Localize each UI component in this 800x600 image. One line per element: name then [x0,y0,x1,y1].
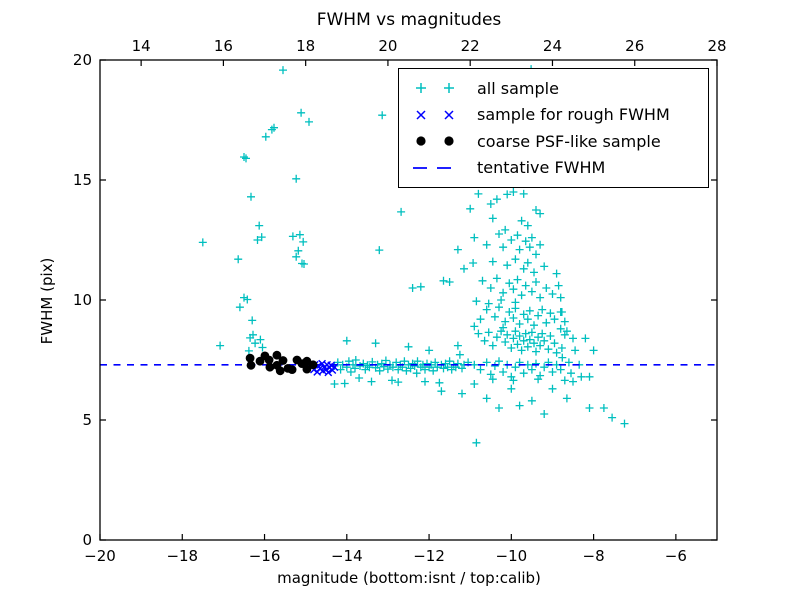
legend-label: tentative FWHM [477,158,606,178]
x-top-tick-label: 24 [543,37,562,55]
x-top-tick-label: 28 [707,37,726,55]
x-bottom-tick-label: −10 [496,547,528,565]
psf-sample-point [265,362,275,372]
psf-sample-point [287,365,297,374]
y-tick-label: 0 [82,531,92,549]
dashed-line-icon [413,166,461,169]
x-bottom-tick-label: −8 [583,547,605,565]
y-tick-label: 15 [73,171,92,189]
legend-label: coarse PSF-like sample [477,131,661,151]
psf-sample-point [272,350,282,360]
y-tick-label: 10 [73,291,92,309]
y-tick-label: 20 [73,51,92,69]
legend-label: sample for rough FWHM [477,105,670,125]
psf-sample-point [302,364,312,374]
y-tick-label: 5 [82,411,92,429]
x-top-tick-label: 14 [132,37,151,55]
psf-sample-point [278,356,288,365]
legend-item-all-sample: all sample [409,75,708,102]
x-bottom-tick-label: −6 [665,547,687,565]
psf-sample-point [275,366,285,376]
legend-label: all sample [477,78,559,98]
x-top-tick-label: 18 [296,37,315,55]
legend-item-tentative-fwhm: tentative FWHM [409,155,708,182]
psf-sample-point [246,360,256,370]
x-top-tick-label: 26 [625,37,644,55]
x-top-tick-label: 22 [461,37,480,55]
y-axis-label: FWHM (pix) [38,257,56,345]
x-top-tick-label: 20 [378,37,397,55]
x-bottom-tick-label: −12 [413,547,445,565]
x-bottom-tick-label: −18 [166,547,198,565]
x-bottom-tick-label: −14 [331,547,363,565]
legend-item-psf-sample: coarse PSF-like sample [409,128,708,155]
series-all-sample [198,65,629,447]
axis-ticks [99,59,718,541]
x-bottom-tick-label: −20 [84,547,116,565]
legend-item-rough-fwhm: sample for rough FWHM [409,102,708,129]
x-bottom-tick-label: −16 [249,547,281,565]
series-psf-sample [245,350,318,376]
plus-marker-icon [416,83,454,94]
psf-sample-point [264,355,274,365]
dot-marker-icon [416,136,454,146]
psf-sample-point [245,353,255,363]
x-top-tick-label: 16 [214,37,233,55]
x-axis-label: magnitude (bottom:isnt / top:calib) [277,569,541,587]
x-marker-icon [416,110,454,120]
psf-sample-point [308,360,318,370]
plot-title: FWHM vs magnitudes [316,10,502,30]
legend: all sample sample for rough FWHM coarse … [398,68,709,188]
